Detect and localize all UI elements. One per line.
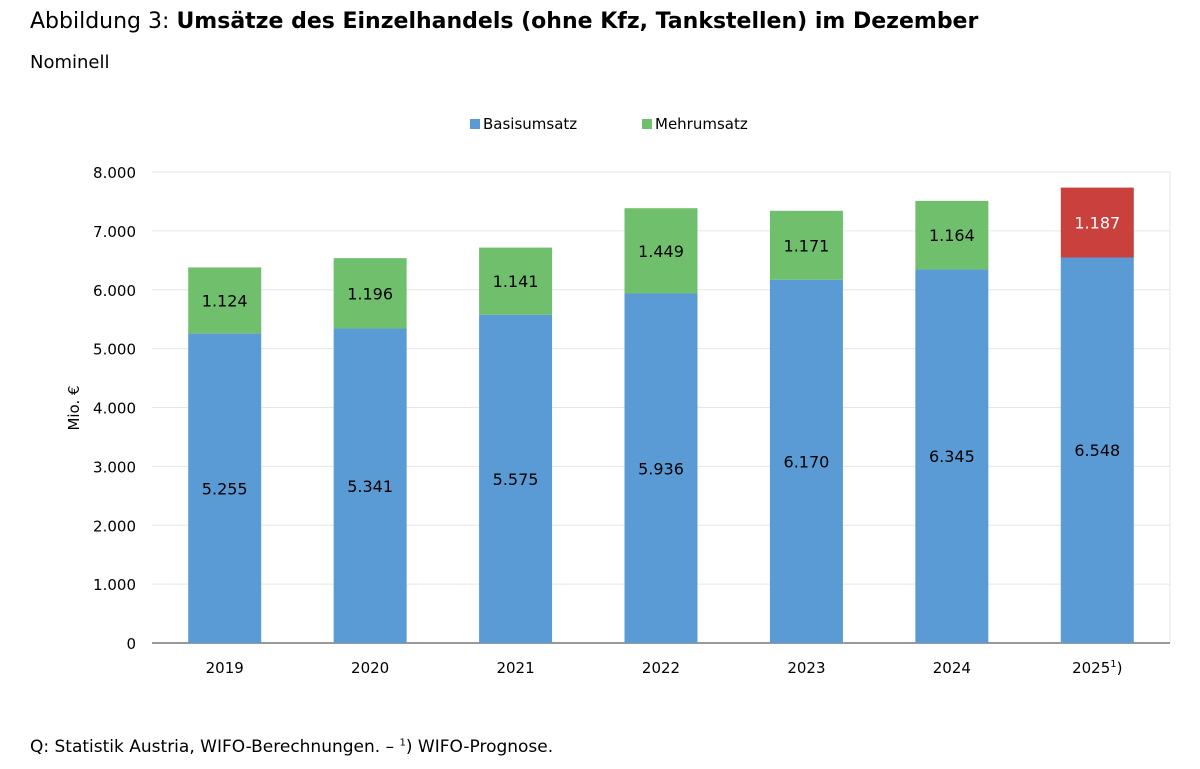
bar-basisumsatz: [333, 328, 407, 643]
source-text-end: ) WIFO-Prognose.: [405, 737, 554, 757]
data-label-mehrumsatz: 1.171: [784, 236, 830, 255]
x-tick-label: 2023: [787, 659, 825, 677]
chart-subtitle: Nominell: [30, 52, 110, 73]
y-tick-label: 8.000: [93, 164, 136, 182]
x-tick-label: 20251): [1072, 659, 1122, 677]
source-footnote-marker: 1: [399, 737, 406, 749]
x-tick-label: 2021: [496, 659, 534, 677]
y-tick-label: 3.000: [93, 458, 136, 476]
bar-basisumsatz: [769, 279, 843, 643]
data-label-basisumsatz: 5.341: [347, 477, 393, 496]
bar-mehrumsatz: [624, 208, 698, 294]
data-label-mehrumsatz: 1.196: [347, 284, 393, 303]
bar-mehrumsatz: [333, 258, 407, 329]
legend-label: Mehrumsatz: [655, 115, 748, 133]
legend-swatch-basisumsatz: [470, 119, 480, 129]
data-label-mehrumsatz: 1.141: [493, 272, 539, 291]
x-tick-label: 2020: [351, 659, 389, 677]
title-main: Umsätze des Einzelhandels (ohne Kfz, Tan…: [176, 9, 979, 34]
data-label-basisumsatz: 5.575: [493, 470, 539, 489]
x-tick-text: 2020: [351, 659, 389, 677]
bar-basisumsatz: [915, 269, 989, 643]
bar-basisumsatz: [479, 314, 553, 643]
data-label-basisumsatz: 6.170: [784, 452, 830, 471]
bar-basisumsatz: [624, 293, 698, 643]
x-tick-footnote-marker: 1: [1110, 659, 1116, 670]
bar-mehrumsatz: [769, 210, 843, 280]
data-label-basisumsatz: 6.548: [1074, 441, 1120, 460]
title-prefix: Abbildung 3:: [30, 9, 170, 34]
data-label-basisumsatz: 5.255: [202, 479, 248, 498]
x-tick-text: 2019: [206, 659, 244, 677]
y-tick-label: 4.000: [93, 400, 136, 418]
data-label-mehrumsatz: 1.124: [202, 292, 248, 311]
x-tick-label: 2022: [642, 659, 680, 677]
x-tick-label: 2019: [206, 659, 244, 677]
x-tick-text: 2023: [787, 659, 825, 677]
legend-swatch-mehrumsatz: [642, 119, 652, 129]
bar-mehrumsatz: [479, 247, 553, 315]
bar-mehrumsatz: [915, 200, 989, 270]
data-label-basisumsatz: 6.345: [929, 447, 975, 466]
bar-mehrumsatz-forecast: [1060, 187, 1134, 258]
y-tick-label: 7.000: [93, 223, 136, 241]
source-text: Q: Statistik Austria, WIFO-Berechnungen.…: [30, 737, 400, 757]
y-tick-label: 6.000: [93, 282, 136, 300]
stacked-bar-chart: 0 1.000 2.000 3.000 4.000 5.000 6.000 7.000 8.00…: [65, 115, 1171, 677]
y-tick-label: 1.000: [93, 576, 136, 594]
y-tick-label: 0: [126, 635, 136, 653]
y-axis-label: Mio. €: [65, 385, 83, 430]
data-label-basisumsatz: 5.936: [638, 459, 684, 478]
data-label-mehrumsatz: 1.187: [1074, 214, 1120, 233]
y-tick-label: 5.000: [93, 341, 136, 359]
bar-basisumsatz: [1060, 257, 1134, 643]
data-label-mehrumsatz: 1.449: [638, 242, 684, 261]
x-tick-text: 2021: [496, 659, 534, 677]
data-label-mehrumsatz: 1.164: [929, 226, 975, 245]
y-tick-label: 2.000: [93, 517, 136, 535]
source-note: Q: Statistik Austria, WIFO-Berechnungen.…: [30, 737, 553, 757]
x-tick-text: 2025: [1072, 659, 1110, 677]
bar-mehrumsatz: [188, 267, 262, 334]
chart-title: Abbildung 3: Umsätze des Einzelhandels (…: [30, 9, 978, 34]
bar-basisumsatz: [188, 333, 262, 643]
x-tick-text: 2024: [933, 659, 971, 677]
x-tick-label: 2024: [933, 659, 971, 677]
x-tick-text: 2022: [642, 659, 680, 677]
x-tick-footnote-paren: ): [1117, 659, 1123, 677]
legend-label: Basisumsatz: [483, 115, 577, 133]
